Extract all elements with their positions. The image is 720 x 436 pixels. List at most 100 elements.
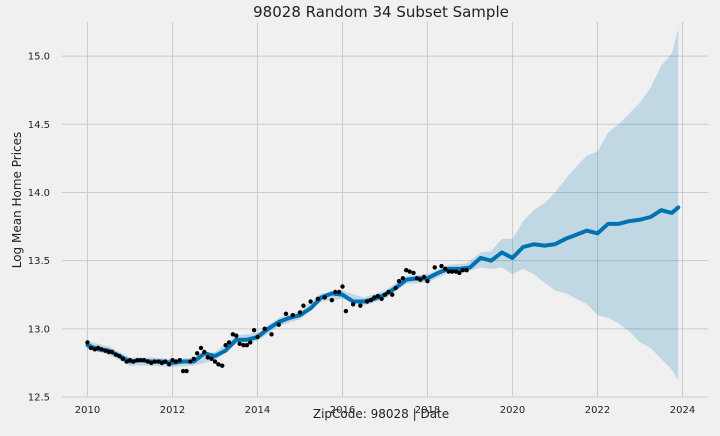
data-point-81 bbox=[418, 277, 423, 282]
data-point-59 bbox=[329, 297, 335, 303]
data-point-76 bbox=[400, 276, 406, 281]
data-point-21 bbox=[159, 360, 165, 366]
data-point-20 bbox=[156, 359, 161, 364]
x-tick-label-5: 2020 bbox=[500, 405, 525, 416]
data-point-51 bbox=[276, 322, 281, 327]
data-point-33 bbox=[202, 349, 207, 355]
data-point-83 bbox=[425, 278, 430, 284]
data-point-65 bbox=[358, 303, 363, 308]
data-point-39 bbox=[223, 342, 228, 348]
data-point-11 bbox=[124, 359, 129, 364]
data-point-71 bbox=[382, 292, 388, 297]
x-tick-label-2: 2014 bbox=[245, 405, 270, 416]
y-tick-label-2: 13.5 bbox=[28, 256, 50, 267]
data-point-62 bbox=[340, 284, 345, 289]
y-tick-label-5: 15.0 bbox=[28, 52, 50, 63]
data-point-15 bbox=[138, 357, 143, 363]
data-point-79 bbox=[411, 270, 416, 276]
data-point-37 bbox=[216, 362, 221, 367]
data-point-49 bbox=[262, 326, 267, 332]
x-axis-label: ZipCode: 98028 | Date bbox=[313, 407, 449, 421]
data-point-41 bbox=[230, 332, 236, 337]
data-point-31 bbox=[194, 351, 200, 356]
data-point-70 bbox=[379, 296, 384, 302]
data-point-2 bbox=[92, 347, 97, 352]
data-point-8 bbox=[113, 352, 119, 357]
data-point-23 bbox=[166, 362, 172, 367]
data-point-12 bbox=[127, 357, 133, 363]
data-point-14 bbox=[135, 357, 140, 363]
data-point-73 bbox=[390, 292, 395, 297]
data-point-46 bbox=[248, 340, 253, 345]
data-point-61 bbox=[336, 289, 342, 295]
y-tick-label-0: 12.5 bbox=[28, 393, 50, 404]
data-point-19 bbox=[152, 359, 157, 364]
grid-lines bbox=[62, 22, 708, 398]
observed-points bbox=[85, 263, 469, 374]
x-tick-label-6: 2022 bbox=[585, 405, 610, 416]
x-tick-label-0: 2010 bbox=[75, 405, 100, 416]
data-point-55 bbox=[301, 303, 306, 308]
x-tick-label-3: 2016 bbox=[330, 405, 355, 416]
data-point-13 bbox=[131, 359, 136, 364]
data-point-16 bbox=[141, 357, 147, 363]
data-point-7 bbox=[109, 349, 115, 355]
x-tick-label-7: 2024 bbox=[670, 405, 695, 416]
data-point-34 bbox=[205, 355, 210, 360]
data-point-47 bbox=[251, 327, 257, 333]
data-point-42 bbox=[234, 333, 239, 338]
data-point-56 bbox=[308, 299, 313, 304]
data-point-57 bbox=[315, 296, 321, 302]
data-point-89 bbox=[453, 269, 459, 274]
data-point-63 bbox=[343, 308, 349, 314]
data-point-54 bbox=[297, 310, 303, 315]
data-point-80 bbox=[414, 276, 420, 281]
data-point-84 bbox=[432, 265, 437, 270]
data-point-87 bbox=[446, 269, 451, 274]
data-point-85 bbox=[439, 263, 444, 269]
y-tick-labels: 12.5 13.0 13.5 14.0 14.5 15.0 bbox=[28, 52, 50, 404]
y-tick-label-1: 13.0 bbox=[28, 324, 50, 335]
data-point-64 bbox=[350, 302, 356, 307]
uncertainty-band-area bbox=[87, 28, 679, 381]
data-point-35 bbox=[209, 356, 214, 362]
data-point-3 bbox=[95, 345, 101, 351]
data-point-52 bbox=[283, 311, 289, 317]
data-point-78 bbox=[407, 269, 412, 274]
data-point-92 bbox=[464, 267, 469, 273]
data-point-22 bbox=[163, 359, 168, 364]
data-point-29 bbox=[188, 359, 193, 364]
y-tick-label-3: 14.0 bbox=[28, 188, 50, 199]
y-axis-label: Log Mean Home Prices bbox=[10, 132, 24, 269]
chart-title: 98028 Random 34 Subset Sample bbox=[253, 3, 509, 21]
data-point-67 bbox=[368, 297, 374, 303]
data-point-90 bbox=[457, 270, 462, 276]
data-point-86 bbox=[443, 266, 448, 272]
data-point-60 bbox=[333, 289, 338, 295]
y-tick-label-4: 14.5 bbox=[28, 120, 50, 131]
data-point-72 bbox=[386, 289, 391, 295]
data-point-43 bbox=[237, 341, 242, 347]
data-point-58 bbox=[322, 295, 327, 300]
x-tick-label-4: 2018 bbox=[415, 405, 440, 416]
data-point-53 bbox=[290, 312, 295, 318]
data-point-48 bbox=[255, 334, 260, 340]
data-point-9 bbox=[117, 353, 122, 359]
x-tick-label-1: 2012 bbox=[160, 405, 185, 416]
data-point-27 bbox=[180, 368, 186, 374]
data-point-1 bbox=[88, 345, 94, 351]
data-point-44 bbox=[241, 342, 246, 348]
data-point-4 bbox=[99, 347, 104, 352]
x-tick-labels: 2010 2012 2014 2016 2018 2020 2022 2024 bbox=[75, 405, 695, 416]
data-point-69 bbox=[375, 293, 380, 299]
data-point-45 bbox=[244, 342, 250, 348]
data-point-68 bbox=[372, 295, 377, 300]
data-point-0 bbox=[85, 340, 90, 345]
data-point-66 bbox=[364, 299, 370, 304]
data-point-36 bbox=[212, 359, 218, 364]
data-point-10 bbox=[120, 356, 125, 362]
data-point-18 bbox=[149, 360, 154, 366]
data-point-32 bbox=[198, 345, 204, 351]
data-point-38 bbox=[220, 363, 225, 368]
